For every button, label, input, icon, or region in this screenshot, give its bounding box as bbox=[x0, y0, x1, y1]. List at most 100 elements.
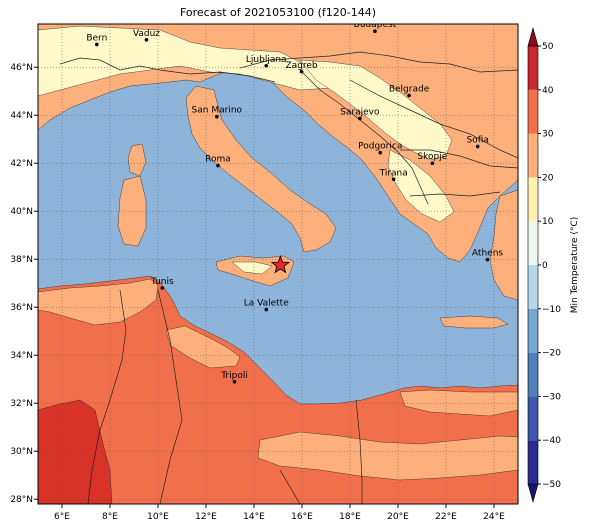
x-tick-label: 10°E bbox=[147, 512, 169, 522]
location-star-icon bbox=[270, 255, 291, 274]
x-tick-label: 22°E bbox=[435, 512, 457, 522]
city-dot bbox=[264, 307, 269, 312]
y-tick-label: 46°N bbox=[10, 63, 33, 73]
city-label: La Valette bbox=[244, 299, 289, 309]
y-tick-label: 32°N bbox=[10, 399, 33, 409]
city-dot bbox=[216, 163, 220, 168]
city-label: Roma bbox=[205, 155, 231, 165]
city-dot bbox=[378, 150, 383, 155]
land-corsica bbox=[127, 143, 147, 177]
colorbar-tick-label: −30 bbox=[542, 392, 561, 402]
x-tick-label: 8°E bbox=[102, 512, 118, 522]
city-dot bbox=[475, 144, 480, 149]
city-dot bbox=[407, 93, 411, 98]
city-label: Belgrade bbox=[389, 85, 430, 95]
colorbar-tick-label: 20 bbox=[542, 173, 554, 183]
colorbar-extend-low bbox=[527, 483, 539, 504]
city-label: Vaduz bbox=[133, 29, 160, 39]
land-crete bbox=[439, 315, 509, 329]
y-tick-label: 42°N bbox=[10, 159, 33, 169]
city-label: Tunis bbox=[150, 277, 174, 287]
city-label: Skopje bbox=[417, 152, 447, 162]
europe-cool-zone-alps bbox=[38, 25, 331, 97]
colorbar-segment bbox=[528, 46, 538, 90]
country-borders bbox=[59, 51, 518, 504]
colorbar-tick-label: 30 bbox=[542, 130, 554, 140]
colorbar-segment bbox=[528, 89, 538, 134]
city-label: Ljubljana bbox=[246, 55, 287, 65]
land-italy bbox=[185, 85, 337, 253]
city-label: Zagreb bbox=[285, 61, 317, 71]
colorbar-tick-label: −20 bbox=[542, 349, 561, 359]
city-dot bbox=[144, 38, 149, 42]
sicily-cool-core bbox=[231, 261, 273, 275]
city-dot bbox=[391, 177, 396, 182]
colorbar-label: Min Temperature (°C) bbox=[570, 217, 580, 314]
city-dot bbox=[373, 29, 377, 33]
y-tick-label: 30°N bbox=[10, 447, 33, 457]
colorbar-segment bbox=[528, 352, 538, 397]
map-grid bbox=[38, 24, 518, 504]
y-axis-ticks: 28°N 30°N 32°N 34°N 36°N 38°N 40°N 42°N 44°N 46°N bbox=[10, 63, 38, 505]
colorbar-tick-label: −40 bbox=[542, 436, 561, 446]
colorbar-segment bbox=[528, 396, 538, 441]
city-dot bbox=[358, 116, 362, 121]
city-dot bbox=[264, 63, 269, 68]
city-label: Bern bbox=[86, 33, 107, 43]
colorbar-segment bbox=[528, 221, 538, 265]
x-tick-label: 12°E bbox=[195, 512, 217, 522]
inland-band bbox=[257, 431, 518, 481]
city-label: Tirana bbox=[379, 168, 408, 178]
city-dot bbox=[160, 286, 165, 290]
city-dot bbox=[232, 380, 237, 384]
city-label: Sofia bbox=[466, 135, 488, 145]
colorbar-tick-label: −50 bbox=[542, 480, 561, 490]
colorbar-segment bbox=[528, 133, 538, 178]
city-label: Athens bbox=[472, 249, 503, 259]
map-title: Forecast of 2021053100 (f120-144) bbox=[179, 6, 377, 19]
city-dot bbox=[430, 161, 435, 165]
x-tick-label: 20°E bbox=[387, 512, 409, 522]
city-dot bbox=[299, 69, 304, 74]
coastal-band-libya bbox=[165, 325, 241, 369]
y-tick-label: 44°N bbox=[10, 111, 33, 121]
colorbar: −50 −40 −30 −20 −10 0 10 20 30 40 50 bbox=[527, 26, 561, 504]
x-axis-ticks: 6°E 8°E 10°E 12°E 14°E 16°E 18°E 20°E 22°E 24°E bbox=[54, 504, 505, 522]
colorbar-extend-high bbox=[527, 26, 539, 47]
city-dot bbox=[215, 114, 219, 119]
coastal-band bbox=[38, 278, 159, 326]
colorbar-tick-label: 40 bbox=[542, 86, 554, 96]
x-tick-label: 14°E bbox=[243, 512, 265, 522]
europe-cool-zone-balkans bbox=[299, 59, 453, 161]
city-dot bbox=[95, 42, 99, 47]
colorbar-tick-label: 10 bbox=[542, 217, 554, 227]
colorbar-tick-label: 50 bbox=[542, 42, 554, 52]
city-label: Podgorica bbox=[358, 142, 402, 152]
y-tick-label: 36°N bbox=[10, 303, 33, 313]
city-label: San Marino bbox=[192, 106, 243, 116]
colorbar-segment bbox=[528, 177, 538, 222]
y-tick-label: 40°N bbox=[10, 207, 33, 217]
y-tick-label: 34°N bbox=[10, 351, 33, 361]
colorbar-tick-label: 0 bbox=[542, 261, 548, 271]
x-tick-label: 18°E bbox=[339, 512, 361, 522]
colorbar-segment bbox=[528, 265, 538, 309]
x-tick-label: 24°E bbox=[483, 512, 505, 522]
city-label: Tripoli bbox=[220, 371, 248, 381]
city-label: Budapest bbox=[354, 20, 397, 30]
marker-layer bbox=[270, 255, 291, 274]
y-tick-label: 28°N bbox=[10, 495, 33, 505]
land-north-africa-hotter bbox=[38, 399, 113, 504]
x-tick-label: 16°E bbox=[291, 512, 313, 522]
land-europe bbox=[38, 24, 518, 263]
x-tick-label: 6°E bbox=[54, 512, 70, 522]
city-dot bbox=[485, 257, 490, 262]
colorbar-segment bbox=[528, 440, 538, 484]
y-tick-label: 38°N bbox=[10, 255, 33, 265]
map-frame bbox=[37, 23, 519, 505]
colorbar-tick-label: −10 bbox=[542, 305, 561, 315]
city-label: Sarajevo bbox=[340, 108, 380, 118]
